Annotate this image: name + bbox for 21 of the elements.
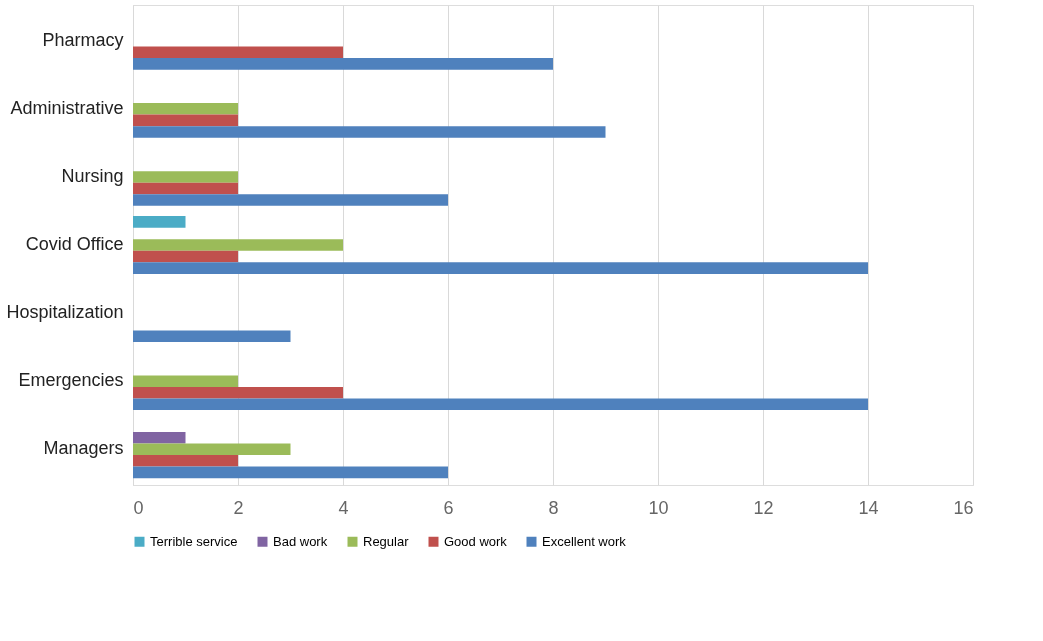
x-tick-label: 0 — [133, 497, 144, 518]
legend-label: Bad work — [273, 533, 328, 549]
x-tick-label: 4 — [338, 497, 349, 518]
y-tick-label: Pharmacy — [42, 29, 124, 50]
legend-label: Terrible service — [150, 533, 238, 549]
x-tick-label: 14 — [858, 497, 879, 518]
x-tick-label: 16 — [953, 497, 974, 518]
legend-label: Excellent work — [542, 533, 627, 549]
x-tick-label: 6 — [443, 497, 454, 518]
y-tick-label: Nursing — [61, 165, 124, 186]
legend-label: Good work — [444, 533, 508, 549]
x-tick-label: 10 — [648, 497, 669, 518]
y-tick-label: Managers — [43, 438, 124, 459]
x-tick-label: 8 — [548, 497, 559, 518]
x-tick-label: 2 — [233, 497, 244, 518]
legend-label: Regular — [363, 533, 410, 549]
y-tick-label: Hospitalization — [6, 302, 124, 323]
x-tick-label: 12 — [753, 497, 774, 518]
y-tick-label: Administrative — [10, 97, 124, 118]
y-tick-label: Covid Office — [25, 234, 124, 254]
y-tick-label: Emergencies — [18, 370, 124, 391]
